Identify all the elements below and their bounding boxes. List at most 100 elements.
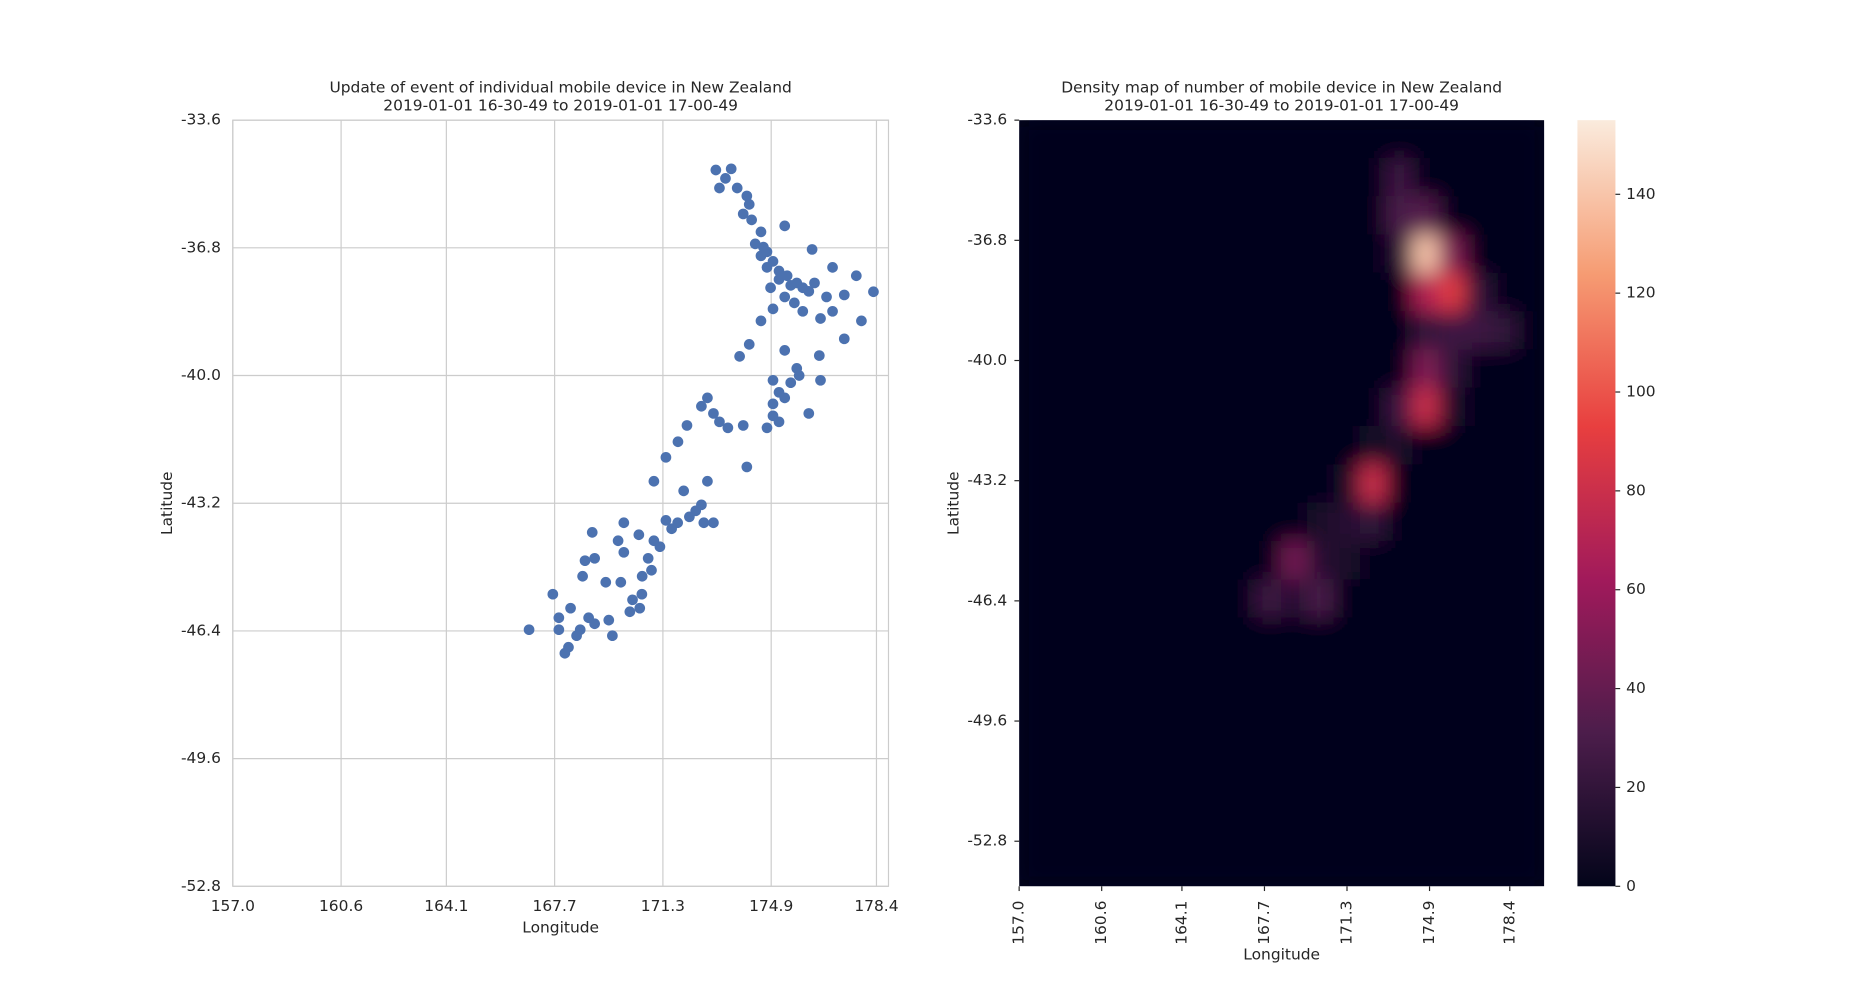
point [773, 386, 785, 398]
heatmap-cell [1097, 464, 1125, 504]
heatmap-cell [1359, 617, 1388, 658]
y-tick-label: -33.6 [181, 111, 221, 129]
point [708, 408, 719, 419]
point [702, 392, 713, 404]
heatmap-cell [1044, 196, 1073, 236]
point [690, 505, 702, 517]
heatmap-cell [1517, 120, 1545, 160]
heatmap-cell [1202, 120, 1230, 160]
heatmap-cell [1517, 196, 1545, 236]
heatmap-cell [1281, 809, 1309, 849]
heatmap-cell [1491, 617, 1519, 658]
heatmap-cell [1097, 349, 1125, 389]
heatmap-cell [1307, 120, 1335, 160]
point [741, 190, 753, 202]
heatmap-cell [1044, 617, 1073, 658]
heatmap-cell [1412, 655, 1440, 696]
heatmap-cell [1412, 234, 1440, 274]
point [574, 624, 586, 636]
heatmap-cell [1438, 579, 1467, 619]
colorbar-tick-label: 120 [1626, 284, 1655, 302]
heatmap-cell [1097, 770, 1125, 811]
colorbar-tick-label: 100 [1626, 383, 1655, 401]
heatmap-cell [1176, 540, 1204, 581]
heatmap-cell [1123, 694, 1151, 734]
heatmap-cell [1176, 387, 1204, 428]
heatmap-cell [1176, 426, 1204, 466]
heatmap-cell [1202, 540, 1230, 581]
heatmap-cell [1281, 655, 1309, 696]
heatmap-cell [1307, 502, 1335, 543]
heatmap-cell [1176, 196, 1204, 236]
heatmap-cell [1491, 540, 1519, 581]
heatmap-cell [1149, 234, 1178, 274]
heatmap-cell [1254, 579, 1283, 619]
heatmap-cell [1438, 694, 1467, 734]
y-tick-label: -52.8 [967, 832, 1007, 850]
heatmap-cell [1044, 272, 1073, 313]
heatmap-cell [1228, 272, 1257, 313]
point [731, 182, 743, 194]
heatmap-cell [1412, 464, 1440, 504]
heatmap-cell [1281, 732, 1309, 772]
heatmap-cell [1333, 464, 1362, 504]
point [773, 416, 785, 428]
heatmap-cell [1149, 349, 1178, 389]
heatmap-cell [1044, 311, 1073, 351]
point [634, 602, 646, 614]
heatmap-cell [1281, 349, 1309, 389]
point [696, 400, 707, 412]
heatmap-cell [1333, 157, 1362, 198]
heatmap-cell [1307, 809, 1335, 849]
heatmap-cell [1149, 196, 1178, 236]
point [633, 529, 645, 541]
heatmap-cell [1412, 732, 1440, 772]
point [624, 606, 636, 618]
heatmap-cell [1464, 311, 1493, 351]
heatmap-cell [1281, 579, 1309, 619]
heatmap-cell [1491, 502, 1519, 543]
heatmap-cell [1254, 847, 1283, 887]
heatmap-cell [1019, 732, 1046, 772]
heatmap-cell [1386, 234, 1414, 274]
heatmap-cell [1438, 157, 1467, 198]
x-tick-label: 171.3 [1337, 901, 1355, 945]
heatmap-cell [1071, 349, 1099, 389]
heatmap-cell [1464, 120, 1493, 160]
heatmap-cell [1464, 387, 1493, 428]
heatmap-cell [1464, 464, 1493, 504]
heatmap-cell [1491, 426, 1519, 466]
heatmap-cell [1254, 655, 1283, 696]
heatmap-cell [1071, 426, 1099, 466]
point [607, 630, 618, 642]
colorbar [1577, 120, 1616, 887]
heatmap-cell [1019, 464, 1046, 504]
heatmap-cell [1359, 770, 1388, 811]
heatmap-cell [1281, 540, 1309, 581]
heatmap-cell [1412, 387, 1440, 428]
point [612, 535, 624, 547]
heatmap-cell [1202, 579, 1230, 619]
point [779, 291, 791, 303]
heatmap-cell [1044, 349, 1073, 389]
heatmap-cell [1254, 617, 1283, 658]
heatmap-cell [1333, 349, 1362, 389]
heatmap-cell [1044, 847, 1073, 887]
heatmap-cell [1071, 694, 1099, 734]
heatmap-cell [1281, 694, 1309, 734]
point [850, 270, 862, 282]
heatmap-cell [1281, 387, 1309, 428]
heatmap-cell [1386, 617, 1414, 658]
heatmap-cell [1307, 426, 1335, 466]
heatmap-cell [1254, 732, 1283, 772]
heatmap-cell [1386, 694, 1414, 734]
x-tick-label: 157.0 [211, 897, 255, 915]
heatmap-cell [1438, 464, 1467, 504]
heatmap-cell [1412, 311, 1440, 351]
heatmap-cell [1097, 120, 1125, 160]
heatmap-cell [1097, 502, 1125, 543]
heatmap-cell [1491, 694, 1519, 734]
heatmap-cell [1149, 311, 1178, 351]
point [710, 164, 722, 176]
